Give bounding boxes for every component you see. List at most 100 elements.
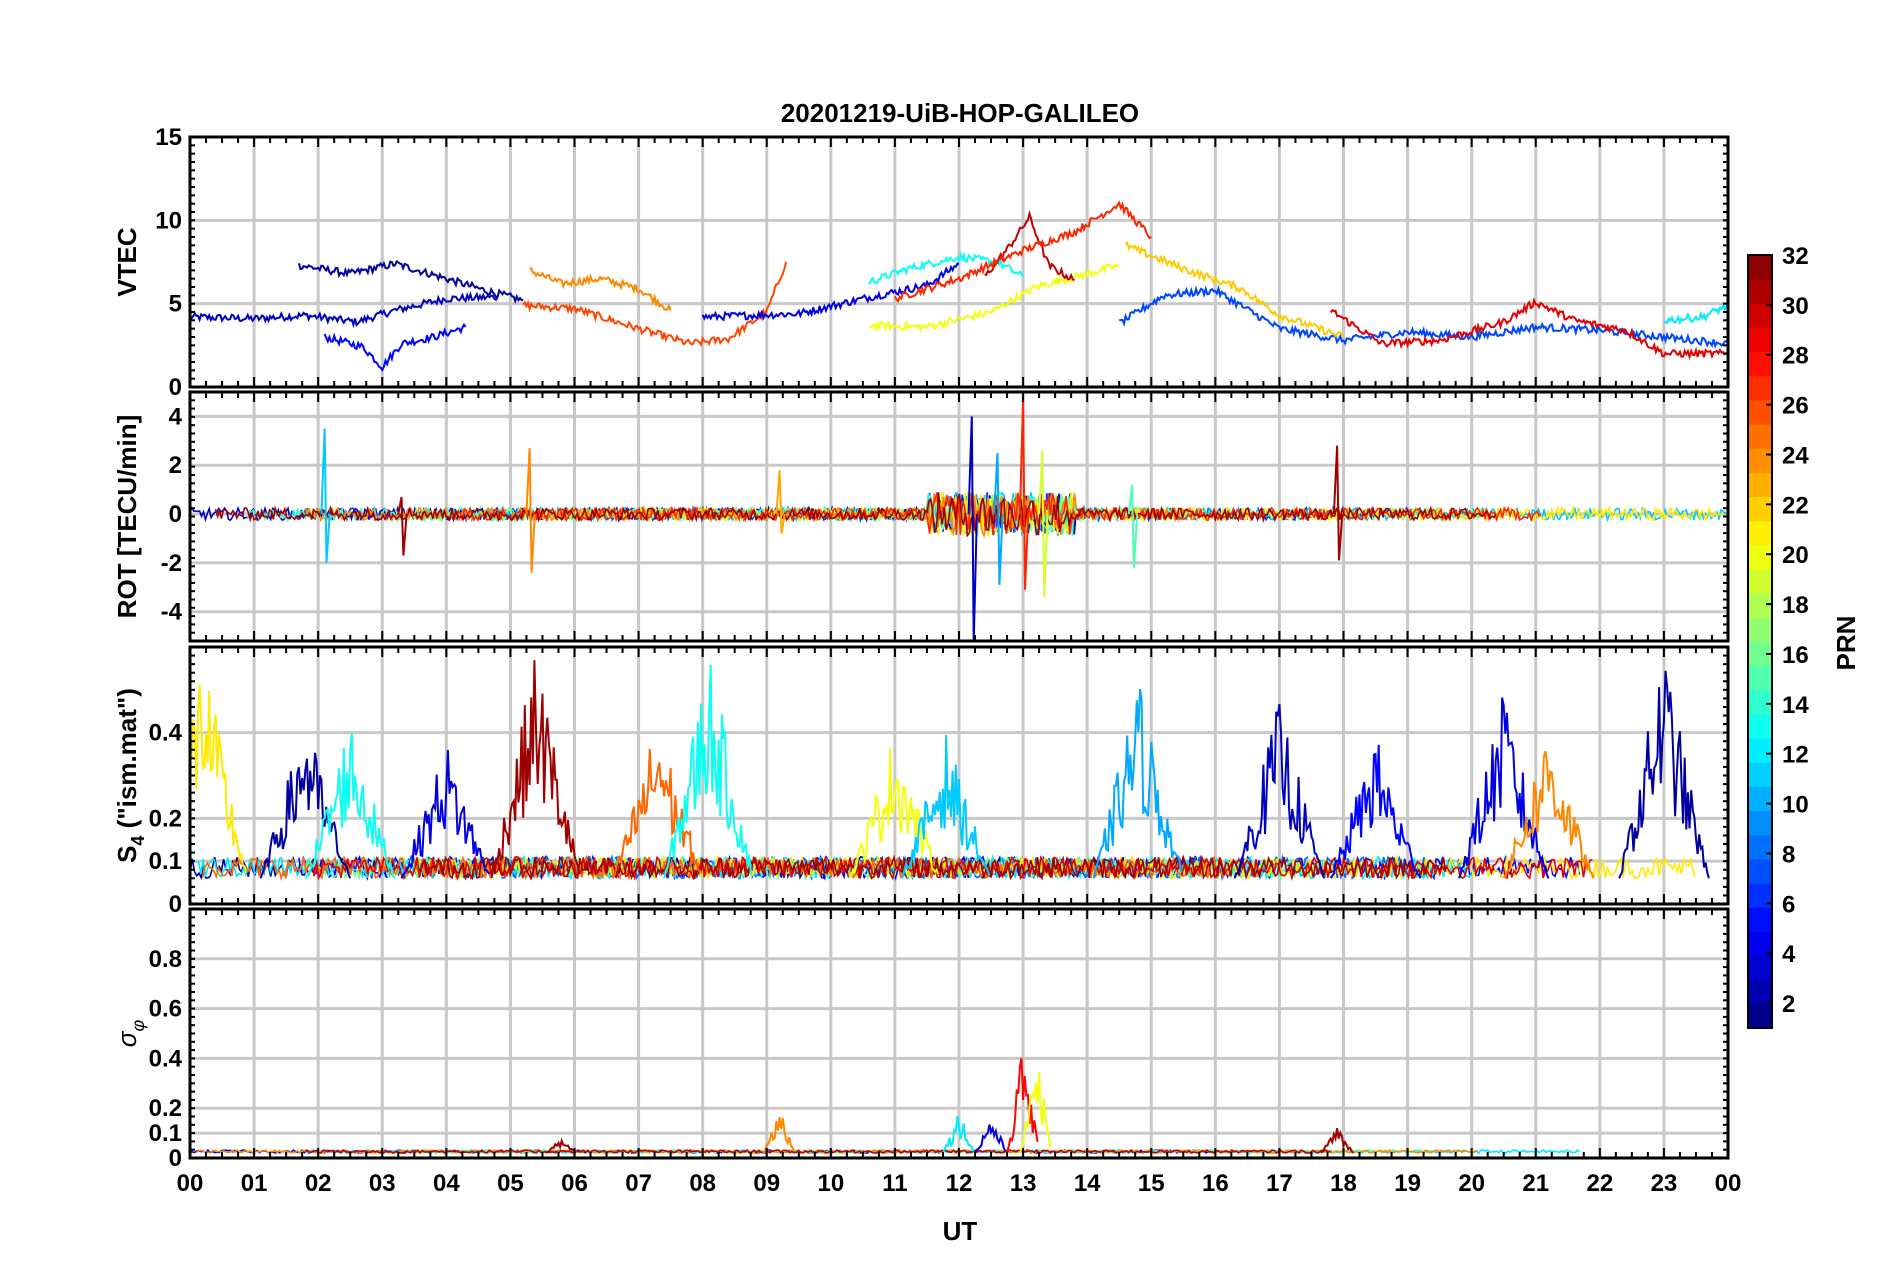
y-tick-label: 0.4 xyxy=(149,1045,183,1072)
y-tick-label: 0 xyxy=(169,374,182,401)
rot-spike xyxy=(967,416,978,641)
x-tick-label: 22 xyxy=(1586,1170,1613,1197)
vtec-series-line xyxy=(701,262,960,322)
sigma-phi-peak xyxy=(545,1137,577,1154)
y-tick-label: 0 xyxy=(169,1145,182,1172)
x-tick-label: 18 xyxy=(1330,1170,1357,1197)
x-tick-label: 07 xyxy=(625,1170,652,1197)
colorbar-segment xyxy=(1748,520,1772,546)
colorbar-tick-label: 12 xyxy=(1782,742,1809,769)
colorbar-tick-label: 22 xyxy=(1782,492,1809,519)
panel-frame xyxy=(188,135,1730,389)
colorbar-tick-label: 30 xyxy=(1782,293,1809,320)
colorbar-segment xyxy=(1748,738,1772,763)
colorbar-segment xyxy=(1748,448,1772,473)
x-tick-label: 02 xyxy=(305,1170,332,1197)
y-axis-label: σφ xyxy=(112,1020,148,1048)
colorbar-segment xyxy=(1748,593,1772,618)
s4-peak xyxy=(1618,670,1710,879)
panel-frame xyxy=(188,645,1730,906)
rot-spike xyxy=(1018,399,1030,590)
colorbar-segment xyxy=(1748,834,1772,860)
vtec-series-line xyxy=(1124,240,1345,338)
colorbar-tick-label: 2 xyxy=(1782,991,1795,1018)
sigma-phi-peak xyxy=(942,1116,975,1154)
colorbar-tick-label: 18 xyxy=(1782,592,1809,619)
y-tick-label: 0.2 xyxy=(149,1095,182,1122)
rot-spike xyxy=(993,452,1004,585)
colorbar-tick-label: 20 xyxy=(1782,542,1809,569)
x-tick-label: 09 xyxy=(753,1170,780,1197)
s4-peak xyxy=(400,750,491,879)
s4-peak xyxy=(1329,744,1422,879)
x-tick-label: 17 xyxy=(1266,1170,1293,1197)
x-tick-label: 04 xyxy=(433,1170,460,1197)
vtec-series-line xyxy=(1663,301,1728,326)
colorbar-tick-label: 14 xyxy=(1782,692,1809,719)
x-tick-label: 23 xyxy=(1651,1170,1678,1197)
colorbar-tick-label: 6 xyxy=(1782,891,1795,918)
vtec-series-line xyxy=(522,261,787,348)
y-tick-label: 0.1 xyxy=(149,1120,182,1147)
y-axis-label: ROT [TECU/min] xyxy=(112,415,142,619)
colorbar-segment xyxy=(1748,689,1772,715)
colorbar-segment xyxy=(1748,544,1772,570)
baseline-series-line xyxy=(202,854,1229,882)
colorbar-label: PRN xyxy=(1831,616,1861,671)
colorbar-segment xyxy=(1748,327,1772,353)
s4-peak xyxy=(900,735,991,879)
sigma-phi-peak xyxy=(762,1117,795,1154)
panel-s4: 0 0.1 0.2 0.4S4 ("ism.mat") xyxy=(112,645,1730,918)
sigma-phi-peak xyxy=(1006,1057,1039,1154)
colorbar-segment xyxy=(1748,424,1772,449)
colorbar-segment xyxy=(1748,617,1772,642)
x-tick-label: 03 xyxy=(369,1170,396,1197)
s4-peak xyxy=(1457,697,1550,879)
s4-peak xyxy=(190,684,248,874)
x-tick-label: 21 xyxy=(1522,1170,1549,1197)
panel-frame xyxy=(188,907,1730,1160)
colorbar-segment xyxy=(1748,955,1772,981)
sigma-phi-peak xyxy=(1018,1071,1052,1154)
y-tick-label: 0 xyxy=(169,891,182,918)
x-tick-label: 00 xyxy=(177,1170,204,1197)
colorbar-segment xyxy=(1748,496,1772,522)
x-tick-label: 16 xyxy=(1202,1170,1229,1197)
s4-peak xyxy=(611,748,702,879)
x-tick-label: 14 xyxy=(1074,1170,1101,1197)
s4-peak xyxy=(1502,750,1595,879)
s4-peak xyxy=(304,733,396,879)
colorbar-segment xyxy=(1748,1003,1772,1029)
colorbar-segment xyxy=(1748,713,1772,739)
y-tick-label: -2 xyxy=(161,550,182,577)
s4-peak xyxy=(1233,703,1326,879)
baseline-series-line xyxy=(311,854,1593,882)
rot-spike xyxy=(775,470,786,534)
y-tick-label: 0.6 xyxy=(149,996,182,1023)
colorbar-segment xyxy=(1748,255,1772,280)
series-group xyxy=(190,399,1728,641)
x-tick-label: 08 xyxy=(689,1170,716,1197)
x-tick-label: 05 xyxy=(497,1170,524,1197)
x-tick-label: 00 xyxy=(1715,1170,1742,1197)
colorbar-segment xyxy=(1748,762,1772,787)
rot-spike xyxy=(1332,445,1344,561)
colorbar-segment xyxy=(1748,979,1772,1005)
y-tick-label: 0.1 xyxy=(149,848,182,875)
y-tick-label: 2 xyxy=(169,452,182,479)
vtec-series-line xyxy=(984,209,1075,282)
y-tick-label: 0 xyxy=(169,501,182,528)
colorbar-segment xyxy=(1748,569,1772,594)
colorbar-tick-label: 16 xyxy=(1782,642,1809,669)
colorbar-tick-label: 26 xyxy=(1782,393,1809,420)
y-tick-label: 0.2 xyxy=(149,805,182,832)
colorbar-segment xyxy=(1748,665,1772,691)
colorbar-frame xyxy=(1747,254,1773,1029)
colorbar-tick-label: 4 xyxy=(1782,941,1796,968)
vtec-series-line xyxy=(1329,297,1728,361)
vtec-series-line xyxy=(190,290,499,329)
baseline-series-line xyxy=(305,1148,1331,1155)
s4-peak xyxy=(663,664,754,879)
